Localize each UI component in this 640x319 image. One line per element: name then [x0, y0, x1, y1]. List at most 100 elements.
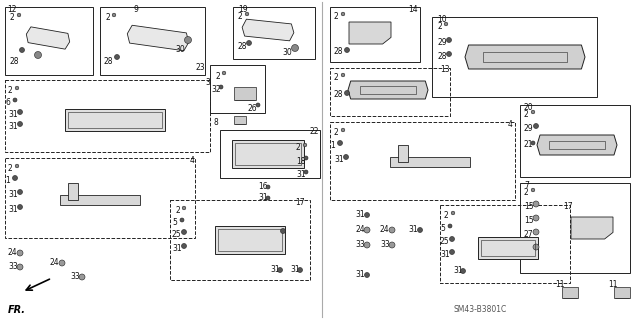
- Bar: [220, 130, 320, 178]
- Bar: [478, 237, 538, 259]
- Polygon shape: [349, 22, 391, 44]
- Circle shape: [344, 91, 349, 95]
- Circle shape: [13, 98, 17, 102]
- Text: 27: 27: [524, 245, 534, 254]
- Text: 21: 21: [524, 140, 534, 149]
- Text: 28: 28: [104, 57, 113, 66]
- Bar: [215, 226, 285, 254]
- Circle shape: [448, 224, 452, 228]
- Text: 27: 27: [524, 230, 534, 239]
- Bar: [68, 112, 162, 128]
- Text: 2: 2: [524, 188, 529, 197]
- Circle shape: [531, 141, 535, 145]
- Text: 6: 6: [5, 98, 10, 107]
- Circle shape: [222, 71, 226, 75]
- Text: 28: 28: [238, 42, 248, 51]
- Circle shape: [17, 189, 22, 195]
- Circle shape: [303, 143, 307, 147]
- Circle shape: [219, 85, 223, 89]
- Bar: [60, 195, 140, 205]
- Text: 31: 31: [290, 265, 300, 274]
- Text: 2: 2: [524, 110, 529, 119]
- Text: 31: 31: [8, 205, 18, 214]
- Circle shape: [365, 212, 369, 218]
- Circle shape: [13, 175, 17, 181]
- Text: 24: 24: [50, 258, 60, 267]
- Circle shape: [533, 229, 539, 235]
- Bar: [614, 286, 630, 298]
- Text: 31: 31: [296, 170, 306, 179]
- Text: 31: 31: [453, 266, 463, 275]
- Circle shape: [533, 215, 539, 221]
- Circle shape: [304, 170, 308, 174]
- Text: 10: 10: [437, 15, 447, 24]
- Bar: [218, 229, 282, 251]
- Circle shape: [344, 48, 349, 53]
- Polygon shape: [242, 19, 294, 41]
- Bar: [233, 7, 315, 59]
- Circle shape: [79, 274, 85, 280]
- Bar: [562, 286, 578, 298]
- Circle shape: [17, 13, 20, 17]
- Text: 28: 28: [334, 47, 344, 56]
- Text: 5: 5: [440, 224, 445, 233]
- Text: 31: 31: [8, 190, 18, 199]
- Text: 30: 30: [175, 45, 185, 54]
- Circle shape: [337, 140, 342, 145]
- Polygon shape: [348, 81, 428, 99]
- Circle shape: [17, 250, 23, 256]
- Text: 30: 30: [282, 48, 292, 57]
- Circle shape: [17, 109, 22, 115]
- Circle shape: [17, 264, 23, 270]
- Text: 22: 22: [310, 127, 319, 136]
- Circle shape: [280, 228, 285, 234]
- Bar: [235, 143, 301, 165]
- Circle shape: [17, 122, 22, 127]
- Bar: [100, 7, 205, 75]
- Bar: [440, 205, 570, 283]
- Bar: [5, 7, 93, 75]
- Circle shape: [266, 185, 270, 189]
- Bar: [330, 7, 420, 62]
- Text: 28: 28: [437, 52, 447, 61]
- Circle shape: [35, 51, 42, 58]
- Circle shape: [180, 218, 184, 222]
- Bar: [330, 68, 450, 116]
- Text: 11: 11: [555, 280, 564, 289]
- Text: 31: 31: [334, 155, 344, 164]
- Circle shape: [447, 38, 451, 42]
- Circle shape: [278, 268, 282, 272]
- Text: 20: 20: [524, 103, 534, 112]
- Circle shape: [182, 206, 186, 210]
- Circle shape: [451, 211, 455, 215]
- Text: 29: 29: [524, 124, 534, 133]
- Text: 25: 25: [440, 237, 450, 246]
- Bar: [360, 86, 416, 93]
- Text: 17: 17: [563, 202, 573, 211]
- Bar: [234, 86, 256, 100]
- Text: 24: 24: [380, 225, 390, 234]
- Text: 4: 4: [190, 156, 195, 165]
- Text: 2: 2: [444, 211, 449, 220]
- Text: 31: 31: [355, 210, 365, 219]
- Circle shape: [341, 12, 345, 16]
- Text: 2: 2: [105, 13, 109, 22]
- Text: 29: 29: [437, 38, 447, 47]
- Circle shape: [417, 227, 422, 233]
- Text: 31: 31: [8, 110, 18, 119]
- Text: 2: 2: [334, 12, 339, 21]
- Circle shape: [364, 227, 370, 233]
- Text: 25: 25: [172, 230, 182, 239]
- Circle shape: [365, 272, 369, 278]
- Text: 32: 32: [211, 85, 221, 94]
- Polygon shape: [571, 217, 613, 239]
- Text: 33: 33: [8, 262, 18, 271]
- Polygon shape: [465, 45, 585, 69]
- Circle shape: [15, 86, 19, 90]
- Text: 1: 1: [330, 141, 335, 150]
- Polygon shape: [537, 135, 617, 155]
- Text: 31: 31: [270, 265, 280, 274]
- Circle shape: [15, 164, 19, 168]
- Text: 31: 31: [408, 225, 418, 234]
- Text: SM43-B3801C: SM43-B3801C: [453, 305, 507, 314]
